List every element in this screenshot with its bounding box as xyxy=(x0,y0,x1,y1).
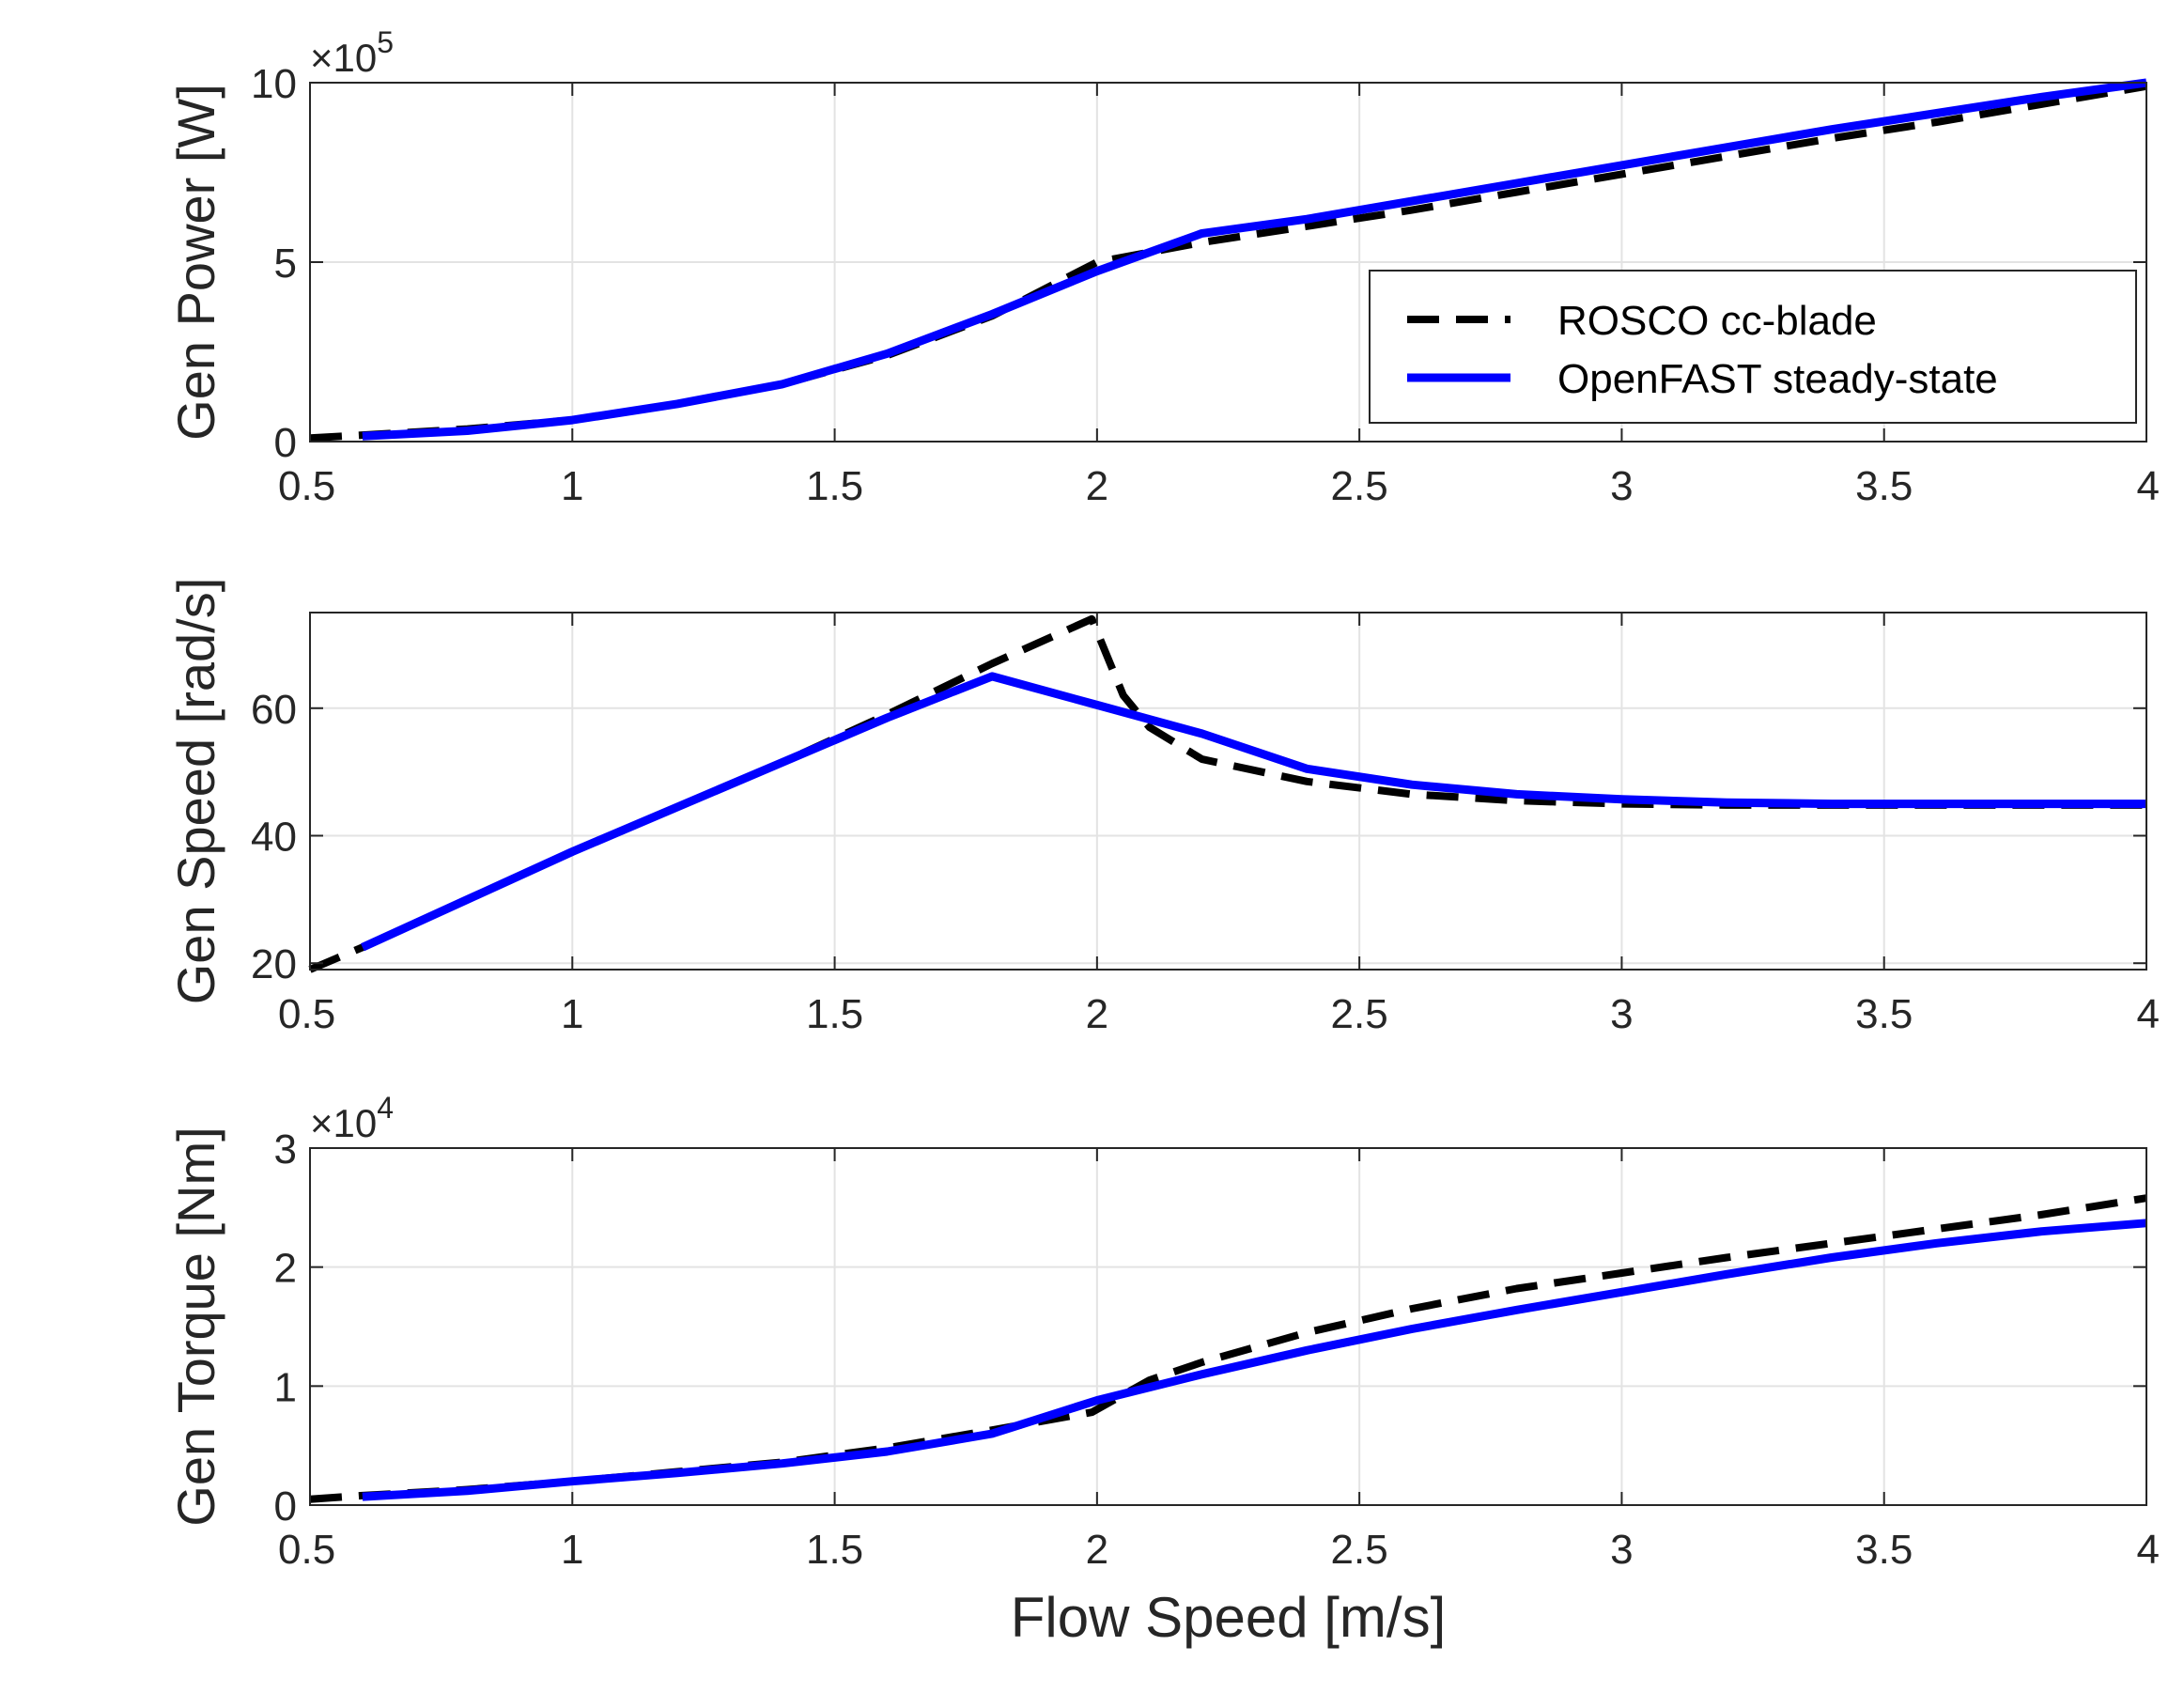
y-tick-label: 1 xyxy=(274,1364,297,1410)
axes-frame xyxy=(309,612,2147,971)
x-tick-label: 4 xyxy=(2137,991,2160,1037)
y-tick-label: 2 xyxy=(274,1246,297,1292)
legend-entry-label: OpenFAST steady-state xyxy=(1557,356,1998,402)
y-tick-label: 0 xyxy=(274,1483,297,1530)
x-tick-label: 1 xyxy=(561,1527,583,1573)
plot-area xyxy=(310,613,2146,970)
plot-area xyxy=(310,1148,2146,1505)
x-tick-label: 2 xyxy=(1086,991,1108,1037)
x-tick-label: 0.5 xyxy=(278,463,335,509)
x-tick-label: 1.5 xyxy=(806,463,863,509)
x-tick-label: 1.5 xyxy=(806,1527,863,1573)
openfast-series-line xyxy=(362,1219,2147,1501)
axes-frame xyxy=(309,1147,2147,1506)
legend-box xyxy=(1369,270,2137,424)
subplot-1: 0.5 1 1.5 2 2.5 3 3.5 4 0 5 10 ×105 Gen Power [W] ROS… xyxy=(166,25,2160,509)
y-axis-label: Gen Speed [rad/s] xyxy=(166,578,225,1005)
x-tick-label: 2 xyxy=(1086,463,1108,509)
x-tick-label: 4 xyxy=(2137,463,2160,509)
y-tick-label: 20 xyxy=(251,941,297,987)
x-axis-label: Flow Speed [m/s] xyxy=(1011,1586,1447,1649)
y-tick-label: 3 xyxy=(274,1126,297,1173)
y-axis-label: Gen Power [W] xyxy=(166,84,225,441)
openfast-series-line xyxy=(362,78,2147,441)
x-tick-label: 3 xyxy=(1610,991,1633,1037)
y-tick-label: 10 xyxy=(251,61,297,107)
x-tick-label: 3.5 xyxy=(1855,463,1913,509)
x-tick-label: 1.5 xyxy=(806,991,863,1037)
x-tick-label: 4 xyxy=(2137,1527,2160,1573)
x-tick-label: 3 xyxy=(1610,1527,1633,1573)
y-tick-label: 60 xyxy=(251,687,297,733)
x-tick-label: 3 xyxy=(1610,463,1633,509)
y-tick-label: 5 xyxy=(274,241,297,287)
y-tick-label: 40 xyxy=(251,815,297,861)
x-tick-label: 2.5 xyxy=(1331,1527,1388,1573)
x-tick-label: 0.5 xyxy=(278,1527,335,1573)
x-tick-label: 3.5 xyxy=(1855,1527,1913,1573)
x-tick-label: 2.5 xyxy=(1331,463,1388,509)
legend-entry-label: ROSCO cc-blade xyxy=(1557,298,1877,344)
x-tick-label: 2 xyxy=(1086,1527,1108,1573)
y-tick-label: 0 xyxy=(274,420,297,466)
x-tick-label: 1 xyxy=(561,463,583,509)
legend: ROSCO cc-blade OpenFAST steady-state xyxy=(1369,270,2137,424)
x-tick-label: 0.5 xyxy=(278,991,335,1037)
y-axis-label: Gen Torque [Nm] xyxy=(166,1126,225,1526)
openfast-series-line xyxy=(361,672,2146,952)
subplot-3: 0.5 1 1.5 2 2.5 3 3.5 4 0 1 2 3 ×104 Gen Torque [Nm] F… xyxy=(166,1091,2160,1649)
x-tick-label: 3.5 xyxy=(1855,991,1913,1037)
rosco-series-line xyxy=(309,1194,2147,1503)
exponent-multiplier: ×104 xyxy=(310,1091,394,1145)
x-tick-label: 1 xyxy=(561,991,583,1037)
x-tick-label: 2.5 xyxy=(1331,991,1388,1037)
subplot-2: 0.5 1 1.5 2 2.5 3 3.5 4 20 40 60 Gen Speed [rad/s] xyxy=(166,578,2160,1037)
exponent-multiplier: ×105 xyxy=(310,25,394,80)
